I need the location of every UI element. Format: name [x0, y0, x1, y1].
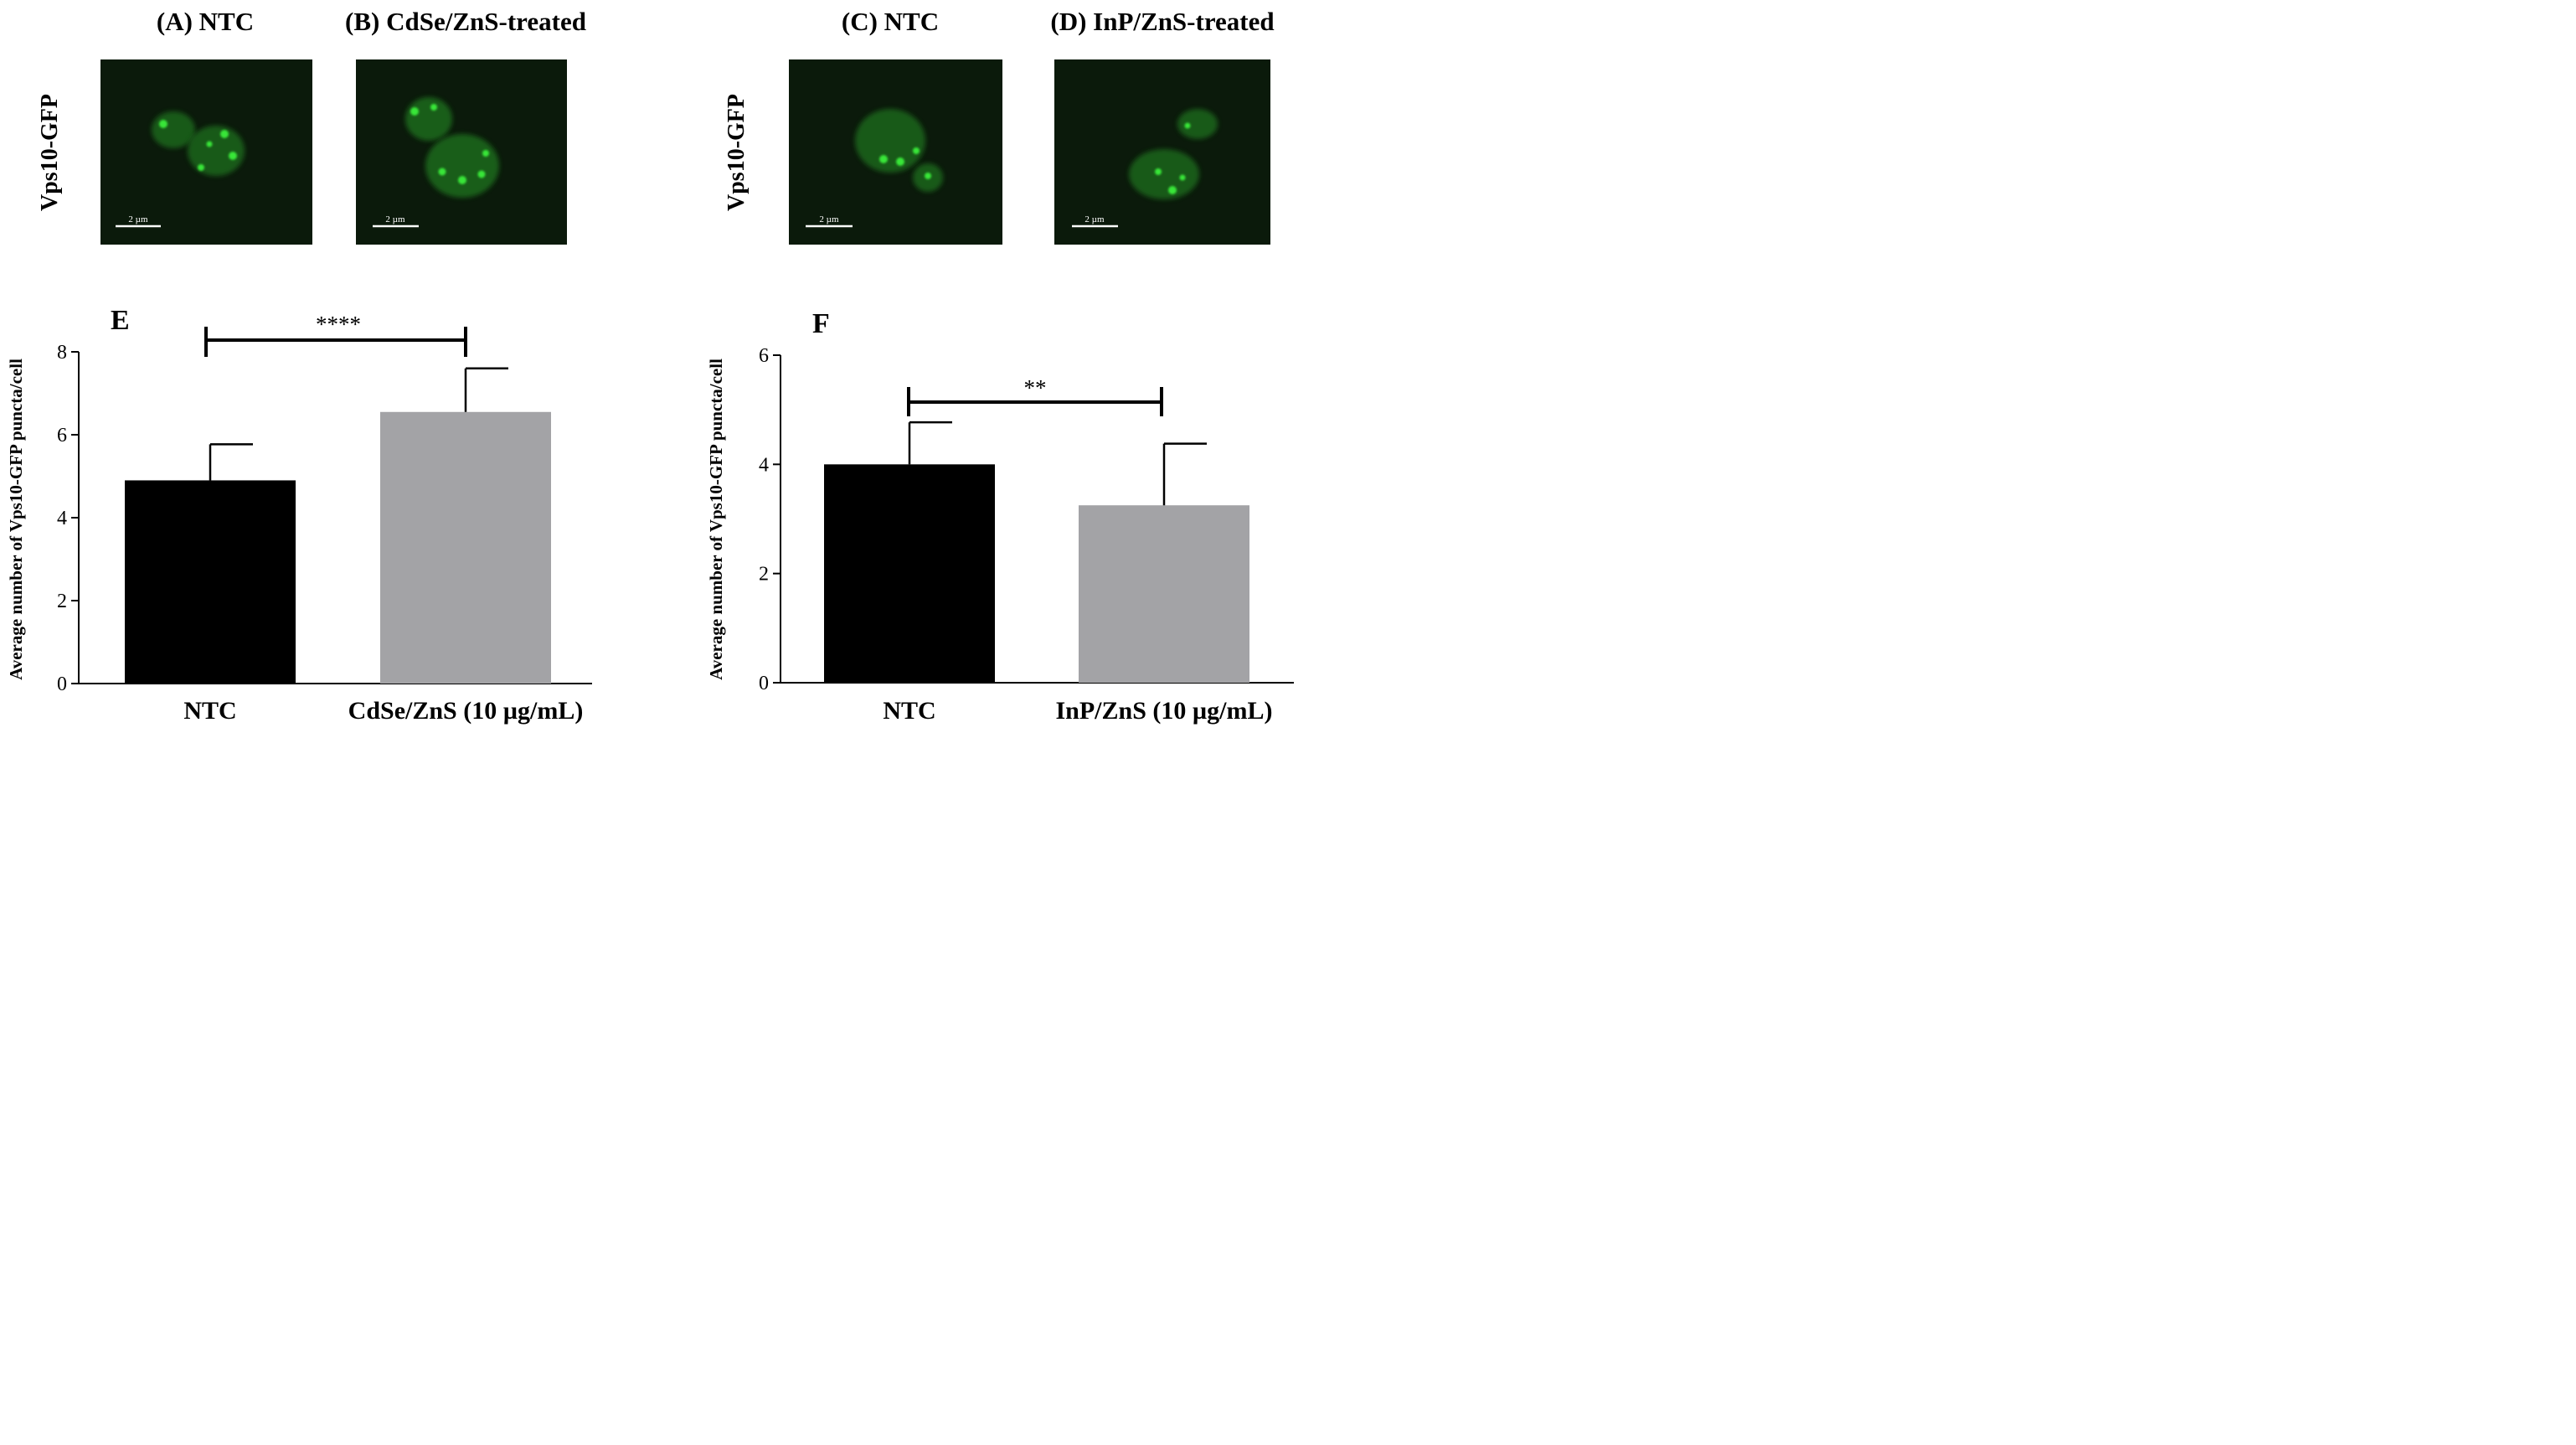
chart-e: E Average number of Vps10-GFP puncta/cel…	[6, 305, 592, 725]
chart-e-significance-bracket	[204, 327, 467, 357]
chart-e-y-tick-label: 2	[57, 591, 67, 612]
row-label-right: Vps10-GFP	[724, 94, 750, 211]
chart-f-y-tick-label: 4	[759, 454, 769, 476]
chart-f-bars	[824, 464, 1249, 683]
chart-e-bar-ntc	[125, 480, 296, 684]
panel-label-c: (C) NTC	[842, 7, 939, 36]
panel-label-b: (B) CdSe/ZnS-treated	[345, 7, 586, 36]
chart-f-y-tick-label: 2	[759, 564, 769, 586]
panel-label-a: (A) NTC	[157, 7, 254, 36]
chart-f-x-tick-labels: NTC InP/ZnS (10 µg/mL)	[883, 697, 1272, 725]
chart-f-y-axis-label: Average number of Vps10-GFP puncta/cell	[706, 359, 726, 680]
chart-e-y-tick-label: 6	[57, 425, 67, 446]
chart-e-x-tick-label-1: CdSe/ZnS (10 µg/mL)	[348, 697, 584, 725]
chart-e-y-tick-label: 4	[57, 508, 67, 529]
micrograph-panel-a: (A) NTC 2 µm	[100, 7, 312, 245]
chart-e-error-bars	[209, 367, 508, 481]
chart-f-error-bars	[908, 421, 1207, 506]
chart-f-significance-bracket	[907, 387, 1163, 416]
gfp-cells-d	[1129, 109, 1218, 199]
chart-e-bar-treated	[380, 411, 551, 684]
chart-e-significance-label: ****	[316, 312, 361, 337]
chart-f: F Average number of Vps10-GFP puncta/cel…	[706, 308, 1294, 725]
gfp-cells-b	[405, 97, 499, 198]
micrograph-panel-b: (B) CdSe/ZnS-treated 2 µm	[345, 7, 586, 245]
chart-f-y-tick-label: 6	[759, 345, 769, 367]
chart-f-bar-treated	[1079, 505, 1249, 683]
chart-e-x-tick-label-0: NTC	[183, 697, 236, 725]
row-label-left: Vps10-GFP	[37, 94, 63, 211]
scale-bar-label-c: 2 µm	[819, 214, 839, 224]
chart-f-significance-label: **	[1024, 375, 1047, 400]
chart-e-panel-label: E	[111, 305, 130, 336]
figure: (A) NTC 2 µm (B) CdSe/ZnS-treated 2	[6, 7, 1294, 725]
panel-label-d: (D) InP/ZnS-treated	[1050, 7, 1274, 36]
chart-e-x-tick-labels: NTC CdSe/ZnS (10 µg/mL)	[183, 697, 583, 725]
chart-e-y-tick-label: 0	[57, 673, 67, 695]
chart-f-x-tick-label-0: NTC	[883, 697, 935, 725]
chart-f-x-tick-label-1: InP/ZnS (10 µg/mL)	[1056, 697, 1273, 725]
scale-bar-label-a: 2 µm	[128, 214, 148, 224]
chart-f-bar-ntc	[824, 464, 995, 683]
chart-f-y-tick-label: 0	[759, 673, 769, 694]
chart-e-y-ticks: 0 2 4 6 8	[57, 342, 79, 695]
chart-e-bars	[125, 411, 551, 684]
micrograph-panel-d: (D) InP/ZnS-treated 2 µm	[1050, 7, 1275, 245]
chart-f-y-ticks: 0 2 4 6	[759, 345, 781, 694]
scale-bar-label-b: 2 µm	[385, 214, 405, 224]
chart-e-y-tick-label: 8	[57, 342, 67, 364]
micrograph-panel-c: (C) NTC 2 µm	[789, 7, 1002, 245]
chart-e-y-axis-label: Average number of Vps10-GFP puncta/cell	[6, 359, 26, 680]
scale-bar-label-d: 2 µm	[1084, 214, 1105, 224]
gfp-cells-c	[855, 109, 943, 192]
gfp-cells-a	[152, 111, 245, 176]
chart-f-panel-label: F	[812, 308, 830, 339]
